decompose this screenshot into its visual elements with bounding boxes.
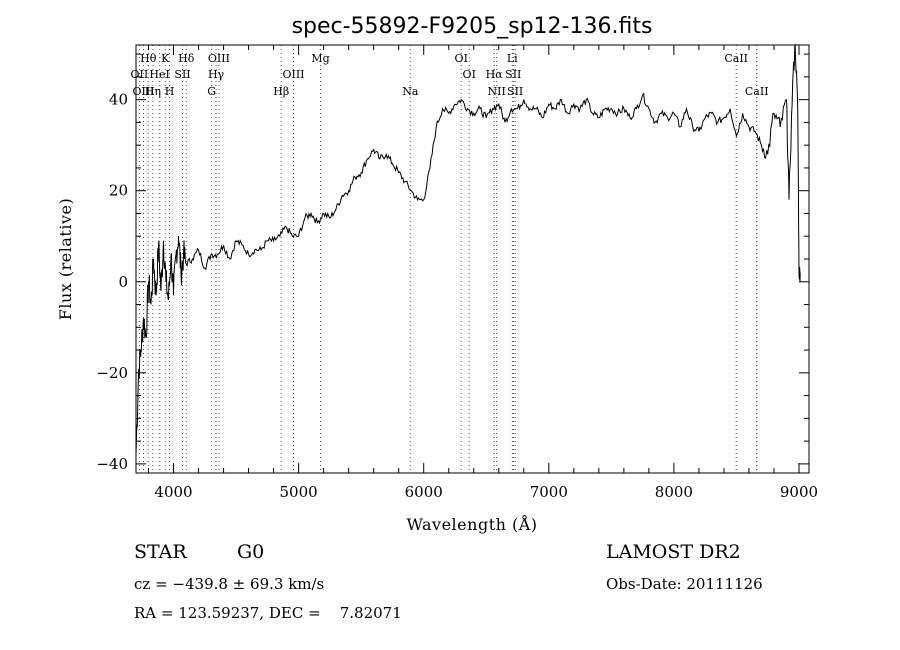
line-label: CaII bbox=[724, 52, 748, 65]
spectrum-line bbox=[135, 43, 801, 455]
line-label: Hθ bbox=[140, 52, 157, 65]
line-label: OIII bbox=[132, 85, 154, 98]
line-label: Hα bbox=[486, 68, 504, 81]
x-tick-label: 5000 bbox=[280, 483, 318, 501]
line-label: NII bbox=[487, 85, 505, 98]
obs-date: Obs-Date: 20111126 bbox=[606, 575, 763, 593]
plot-frame bbox=[135, 44, 810, 474]
line-label: CaII bbox=[745, 85, 769, 98]
line-label: Li bbox=[507, 52, 518, 65]
x-tick-label: 4000 bbox=[154, 483, 192, 501]
line-label: H bbox=[165, 85, 175, 98]
object-subclass: G0 bbox=[237, 541, 265, 563]
object-class: STAR bbox=[134, 541, 187, 563]
line-label: Hη bbox=[145, 85, 161, 98]
line-label: SII bbox=[174, 68, 190, 81]
line-label: Hδ bbox=[178, 52, 195, 65]
y-tick-label: −20 bbox=[96, 364, 128, 382]
line-label: HeI bbox=[149, 68, 169, 81]
line-label: OI bbox=[455, 52, 468, 65]
line-label: OII bbox=[131, 68, 149, 81]
line-label: Na bbox=[402, 85, 419, 98]
axis-ticks: 4000 5000 6000 7000 8000 9000 −40 −20 0 20 40 bbox=[96, 45, 818, 501]
line-label: OIII bbox=[208, 52, 230, 65]
line-label: Hγ bbox=[208, 68, 225, 81]
y-tick-label: 20 bbox=[109, 182, 128, 200]
line-label: G bbox=[207, 85, 216, 98]
x-tick-label: 8000 bbox=[655, 483, 693, 501]
coordinates: RA = 123.59237, DEC = 7.82071 bbox=[134, 604, 402, 622]
y-tick-label: 0 bbox=[118, 273, 128, 291]
line-label: Hβ bbox=[273, 85, 289, 98]
y-axis-label: Flux (relative) bbox=[56, 198, 75, 320]
x-tick-label: 6000 bbox=[405, 483, 443, 501]
line-label: OIII bbox=[282, 68, 304, 81]
line-label: SII bbox=[507, 85, 523, 98]
x-tick-label: 7000 bbox=[530, 483, 568, 501]
spectrum-series bbox=[135, 43, 801, 455]
line-label: K bbox=[161, 52, 170, 65]
redshift-value: cz = −439.8 ± 69.3 km/s bbox=[134, 575, 325, 593]
y-tick-label: −40 bbox=[96, 455, 128, 473]
line-label: Mg bbox=[311, 52, 329, 65]
line-label: SII bbox=[505, 68, 521, 81]
chart-title: spec-55892-F9205_sp12-136.fits bbox=[292, 14, 653, 39]
x-axis-label: Wavelength (Å) bbox=[406, 514, 537, 534]
y-tick-label: 40 bbox=[109, 91, 128, 109]
survey-name: LAMOST DR2 bbox=[606, 541, 741, 563]
x-tick-label: 9000 bbox=[780, 483, 818, 501]
line-label: OI bbox=[463, 68, 476, 81]
